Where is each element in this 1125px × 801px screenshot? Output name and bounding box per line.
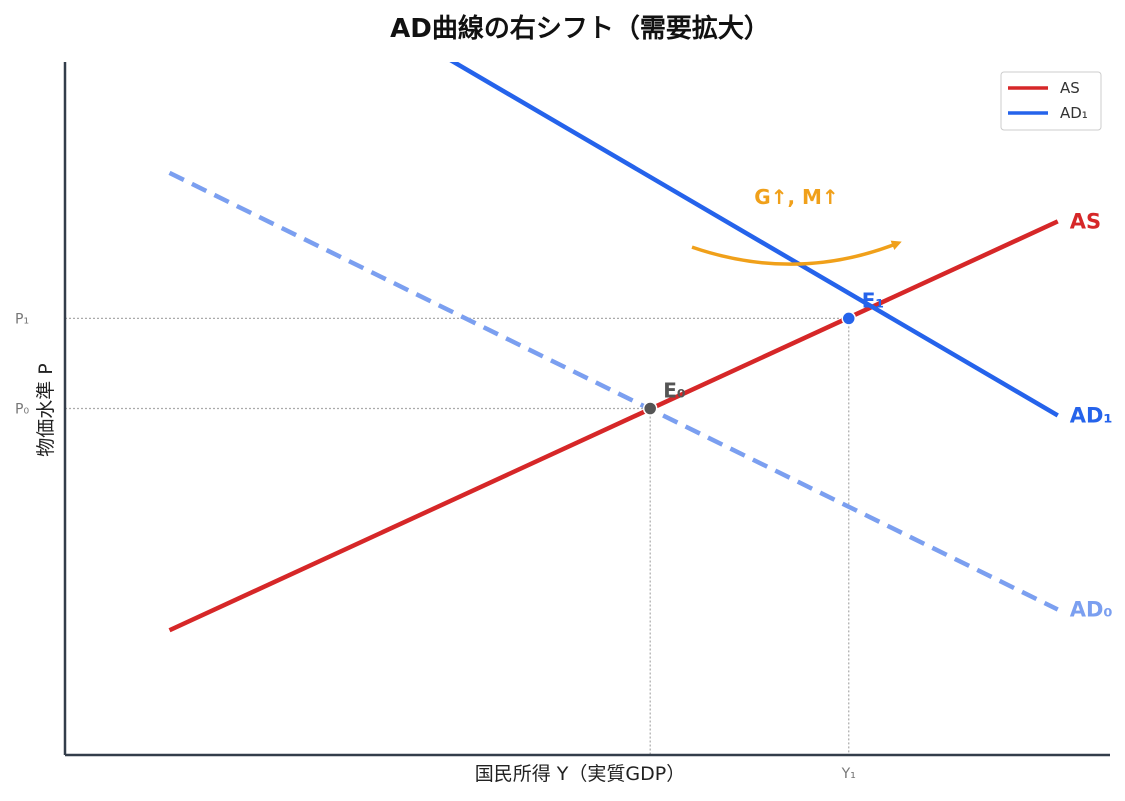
- shift-arrow: [691, 240, 902, 266]
- curve-end-label-1: AD₀: [1070, 597, 1113, 621]
- equilibrium-point-label-1: E₁: [862, 288, 884, 312]
- tick-labels: P₀ P₁ Y₁: [15, 311, 856, 782]
- curve-end-label-2: AD₁: [1070, 403, 1113, 427]
- legend: AS AD₁: [1000, 71, 1102, 131]
- y-tick-label-1: P₁: [15, 311, 29, 327]
- equilibrium-points: E₀ E₁: [642, 288, 884, 416]
- equilibrium-point-1: [841, 311, 856, 326]
- x-tick-label-0: Y₁: [841, 766, 856, 782]
- y-axis-label: 物価水準 P: [35, 363, 57, 457]
- shift-annotation-label: G↑, M↑: [754, 185, 838, 209]
- equilibrium-point-0: [642, 401, 658, 416]
- series-line-1: [168, 170, 1059, 612]
- shift-annotation: G↑, M↑: [691, 185, 902, 266]
- equilibrium-point-label-0: E₀: [663, 379, 685, 403]
- curve-labels: AS AD₀ AD₁: [1070, 209, 1113, 621]
- y-tick-label-0: P₀: [15, 402, 29, 418]
- series-layer: [168, 62, 1059, 633]
- series-line-0: [168, 219, 1059, 633]
- series-line-2: [449, 62, 1059, 418]
- x-axis-label: 国民所得 Y（実質GDP）: [475, 763, 685, 785]
- guide-lines: [65, 317, 850, 755]
- legend-label-ad1: AD₁: [1060, 104, 1088, 122]
- curve-end-label-0: AS: [1070, 209, 1101, 233]
- chart-title: AD曲線の右シフト（需要拡大）: [390, 13, 770, 44]
- legend-label-as: AS: [1060, 79, 1080, 97]
